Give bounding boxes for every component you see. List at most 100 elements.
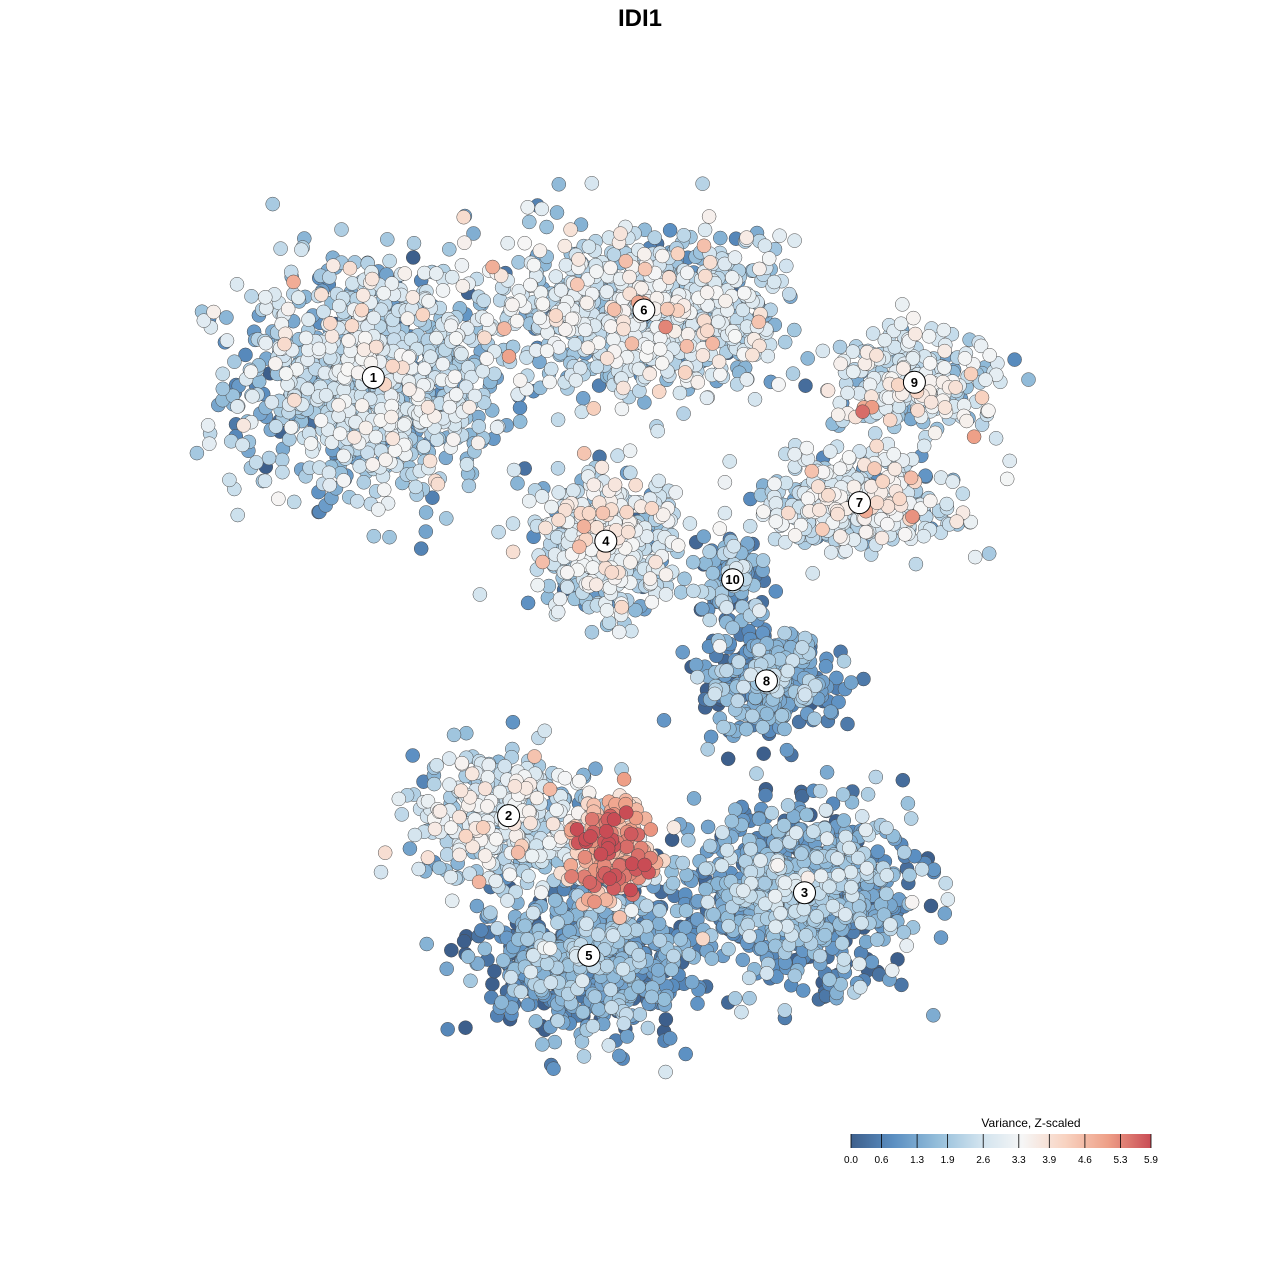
data-point	[490, 921, 505, 936]
data-point	[726, 538, 741, 554]
data-point	[227, 354, 242, 369]
data-point	[742, 518, 758, 534]
data-point	[500, 893, 515, 908]
data-point	[591, 1002, 606, 1017]
data-point	[742, 929, 757, 944]
data-point	[879, 886, 894, 902]
data-point	[567, 336, 583, 352]
data-point	[658, 1012, 674, 1027]
data-point	[587, 989, 603, 1004]
data-point	[402, 841, 418, 856]
data-point	[543, 361, 559, 377]
data-point	[758, 822, 774, 838]
data-point	[798, 928, 814, 943]
data-point	[442, 242, 457, 257]
data-point	[471, 419, 487, 434]
data-point	[690, 669, 705, 685]
data-point	[768, 919, 783, 935]
data-point	[779, 258, 794, 274]
data-point	[487, 963, 502, 979]
chart-title: IDI1	[618, 5, 662, 32]
data-point	[512, 414, 528, 429]
data-point	[749, 766, 764, 781]
data-point	[780, 798, 796, 813]
data-point	[768, 584, 784, 599]
data-point	[754, 941, 769, 956]
data-point	[823, 704, 838, 719]
data-point	[702, 544, 717, 559]
data-point	[584, 624, 600, 640]
data-point	[981, 546, 997, 561]
data-point	[488, 873, 503, 889]
data-point	[705, 565, 721, 581]
data-point	[686, 791, 702, 806]
data-point	[840, 716, 855, 732]
data-point	[836, 952, 852, 967]
data-point	[503, 970, 519, 985]
data-point	[817, 927, 833, 943]
data-point	[870, 844, 885, 859]
data-point	[497, 759, 512, 774]
data-point	[843, 675, 859, 690]
data-point	[681, 947, 697, 962]
data-point	[807, 711, 822, 727]
data-point	[579, 916, 594, 932]
data-point	[787, 233, 802, 248]
data-point	[940, 892, 956, 907]
data-point	[696, 529, 711, 544]
data-point	[695, 176, 710, 191]
data-point	[868, 769, 884, 785]
data-point	[914, 862, 930, 877]
data-point	[257, 473, 273, 489]
data-point	[215, 366, 230, 382]
data-point	[394, 807, 410, 822]
data-point	[777, 1003, 793, 1018]
data-point	[777, 721, 792, 737]
data-point	[590, 927, 606, 942]
data-point	[782, 286, 797, 302]
data-point	[429, 758, 444, 773]
data-point	[742, 990, 757, 1006]
data-point	[1007, 352, 1022, 367]
data-point	[352, 459, 367, 474]
data-point	[755, 720, 770, 735]
data-point	[494, 995, 509, 1010]
data-point	[664, 962, 679, 977]
data-point	[547, 893, 563, 908]
data-point	[819, 831, 835, 846]
data-point	[656, 713, 672, 728]
data-point	[382, 529, 397, 545]
data-point	[719, 600, 734, 615]
data-point	[809, 850, 825, 865]
data-point	[506, 462, 522, 478]
data-point	[380, 232, 395, 247]
data-point	[707, 686, 723, 702]
data-point	[491, 524, 506, 540]
data-point	[836, 813, 852, 828]
data-point	[576, 1049, 592, 1064]
data-point	[939, 496, 954, 512]
data-point	[903, 811, 919, 826]
data-point	[682, 516, 698, 531]
data-point	[702, 838, 718, 854]
data-point	[535, 1037, 550, 1052]
data-point	[505, 516, 521, 531]
data-point	[698, 881, 713, 897]
data-point	[1021, 372, 1036, 387]
data-point	[819, 765, 835, 780]
data-point	[772, 228, 787, 243]
data-point	[926, 1008, 941, 1023]
data-point	[230, 507, 245, 523]
data-point	[510, 476, 525, 491]
data-point	[189, 445, 205, 461]
data-point	[759, 966, 775, 981]
data-point	[879, 820, 894, 836]
data-point	[477, 941, 493, 957]
data-point	[697, 222, 713, 238]
data-point	[440, 1022, 455, 1037]
data-point	[715, 825, 730, 840]
data-point	[605, 928, 621, 943]
data-point	[719, 842, 735, 858]
data-point	[937, 906, 953, 921]
